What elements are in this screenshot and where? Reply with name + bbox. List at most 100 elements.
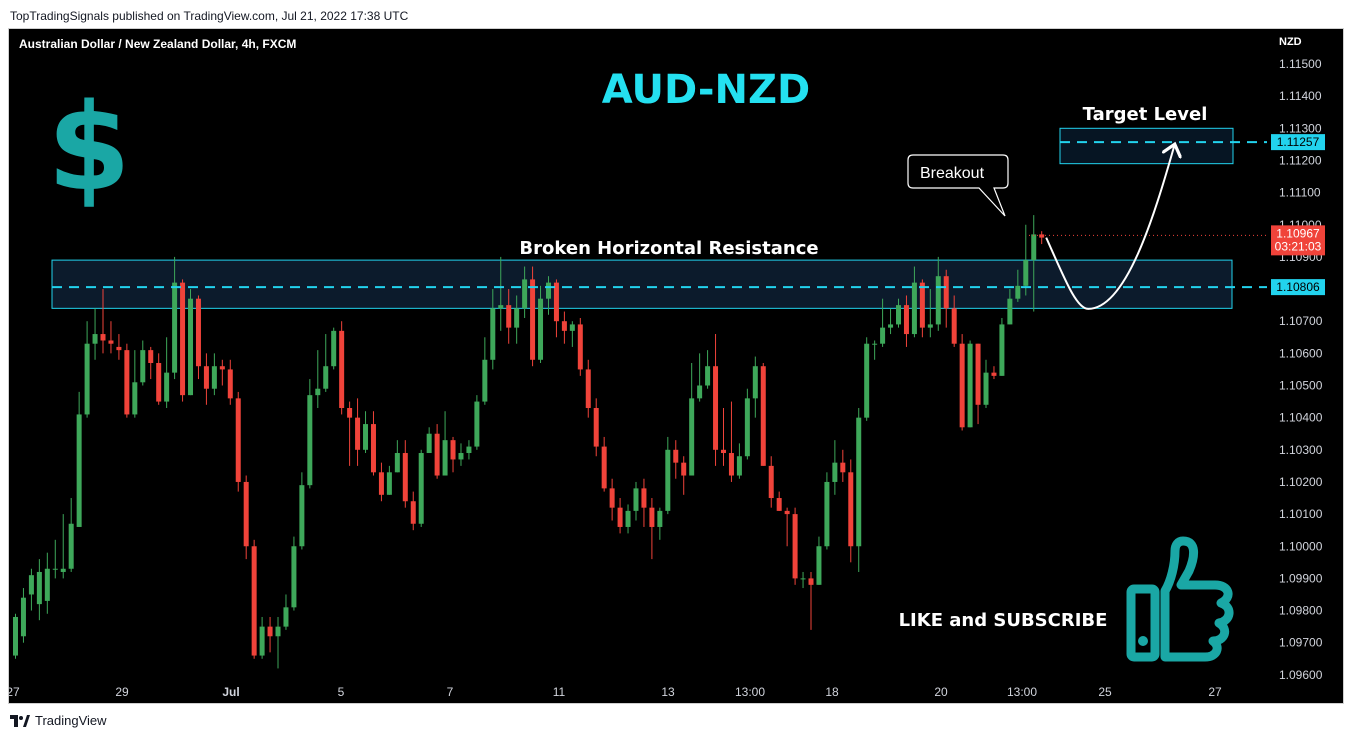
candle-body	[450, 440, 456, 460]
candle-body	[92, 334, 98, 344]
candle-body	[800, 578, 806, 580]
candle-body	[458, 453, 464, 460]
candle-body	[267, 626, 273, 637]
candle-body	[243, 481, 249, 547]
candle-body	[553, 282, 559, 322]
candles-layer	[13, 215, 1045, 669]
last-price-tag: 1.10967 03:21:03	[1271, 225, 1325, 256]
candle-body	[673, 449, 679, 463]
candle-body	[331, 330, 337, 367]
candle-body	[896, 305, 902, 325]
candle-body	[498, 305, 504, 309]
candle-body	[283, 607, 289, 627]
candle-body	[530, 279, 536, 360]
candle-body	[60, 568, 66, 572]
projection-arrow	[1045, 146, 1174, 310]
chart-symbol-title: Australian Dollar / New Zealand Dollar, …	[19, 37, 296, 51]
candle-body	[697, 385, 703, 399]
candle-body	[84, 343, 90, 415]
candle-body	[299, 485, 305, 547]
candle-body	[967, 343, 973, 428]
target-label: Target Level	[1083, 104, 1208, 125]
candlestick-chart[interactable]: Australian Dollar / New Zealand Dollar, …	[9, 29, 1343, 703]
candle-body	[983, 372, 989, 405]
candle-body	[1023, 260, 1029, 286]
candle-body	[577, 324, 583, 370]
last-price-text: 1.10967	[1276, 226, 1320, 240]
time-axis-label: 29	[115, 685, 129, 699]
candle-body	[999, 324, 1005, 376]
time-axis[interactable]: 27 29 Jul 5 7 11 13 13:00 18 20 13:00 25 27	[9, 685, 1222, 699]
candle-body	[609, 488, 615, 508]
candle-body	[705, 366, 711, 386]
candle-body	[522, 279, 528, 309]
footer-brand[interactable]: TradingView	[10, 713, 107, 728]
candle-body	[418, 453, 424, 524]
candle-body	[792, 514, 798, 579]
chart-panel[interactable]: Australian Dollar / New Zealand Dollar, …	[8, 28, 1344, 704]
candle-body	[840, 462, 846, 473]
like-subscribe-label: LIKE and SUBSCRIBE	[899, 610, 1108, 631]
candle-body	[911, 282, 917, 335]
candle-body	[943, 276, 949, 309]
candle-body	[108, 340, 114, 344]
candle-body	[124, 350, 130, 415]
candle-body	[617, 507, 623, 527]
candle-body	[569, 324, 575, 331]
candle-body	[490, 308, 496, 360]
candle-body	[466, 446, 472, 454]
price-axis-label: 1.10100	[1279, 507, 1323, 521]
footer-brand-label: TradingView	[35, 713, 107, 728]
candle-body	[148, 350, 154, 363]
breakout-callout: Breakout	[907, 154, 1009, 217]
candle-body	[195, 298, 201, 367]
candle-body	[44, 568, 50, 601]
price-axis-currency: NZD	[1279, 36, 1302, 48]
candle-body	[752, 366, 758, 399]
countdown-text: 03:21:03	[1275, 239, 1322, 253]
candle-body	[203, 366, 209, 389]
candle-body	[919, 282, 925, 328]
resistance-zone	[51, 259, 1233, 309]
price-axis-label: 1.11300	[1279, 121, 1322, 135]
candle-body	[156, 362, 162, 402]
candle-body	[903, 305, 909, 335]
target-price-tag: 1.11257	[1271, 134, 1325, 151]
candle-body	[657, 510, 663, 527]
price-axis-label: 1.10600	[1279, 346, 1323, 360]
time-axis-label: 27	[9, 685, 20, 699]
candle-body	[275, 626, 281, 637]
price-axis-label: 1.09800	[1279, 604, 1323, 618]
candle-body	[959, 343, 965, 428]
candle-body	[132, 382, 138, 415]
candle-body	[1039, 234, 1045, 238]
price-axis-label: 1.10200	[1279, 475, 1323, 489]
price-axis[interactable]: 1.115001.114001.113001.112001.111001.110…	[1279, 57, 1323, 682]
candle-body	[816, 546, 822, 585]
thumbs-up-icon	[1126, 536, 1234, 662]
candle-body	[848, 472, 854, 547]
candle-body	[927, 324, 933, 328]
candle-body	[689, 398, 695, 476]
candle-body	[188, 298, 194, 396]
candle-body	[259, 626, 265, 656]
big-title: AUD-NZD	[602, 67, 810, 113]
candle-body	[164, 372, 170, 402]
time-axis-label: 11	[553, 685, 566, 699]
time-axis-label: 27	[1208, 685, 1222, 699]
candle-body	[728, 453, 734, 476]
candle-body	[1007, 298, 1013, 325]
candle-body	[68, 523, 74, 569]
candle-body	[307, 395, 313, 486]
candle-body	[824, 481, 830, 547]
candle-body	[347, 408, 353, 418]
publish-info: TopTradingSignals published on TradingVi…	[10, 9, 409, 23]
candle-body	[235, 398, 241, 482]
price-axis-label: 1.10700	[1279, 314, 1323, 328]
candle-body	[378, 472, 384, 495]
candle-body	[864, 343, 870, 418]
candle-body	[211, 366, 217, 389]
candle-body	[251, 546, 257, 656]
candle-body	[625, 510, 631, 527]
candle-body	[116, 346, 122, 351]
